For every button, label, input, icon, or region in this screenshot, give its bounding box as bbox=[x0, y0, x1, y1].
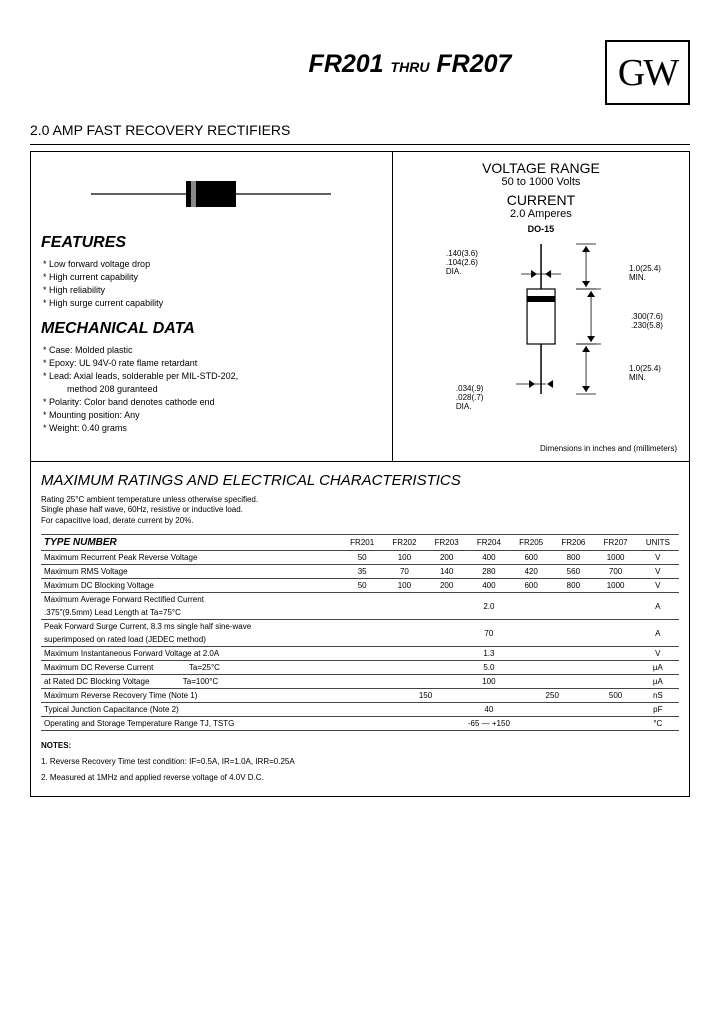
dimension-note: Dimensions in inches and (millimeters) bbox=[401, 444, 681, 453]
table-row: Maximum Average Forward Rectified Curren… bbox=[41, 593, 679, 607]
table-row: at Rated DC Blocking Voltage Ta=100°C 10… bbox=[41, 675, 679, 689]
table-row: Maximum Reverse Recovery Time (Note 1) 1… bbox=[41, 689, 679, 703]
table-row: Operating and Storage Temperature Range … bbox=[41, 717, 679, 731]
note-item: 1. Reverse Recovery Time test condition:… bbox=[41, 754, 679, 770]
ratings-section: MAXIMUM RATINGS AND ELECTRICAL CHARACTER… bbox=[30, 461, 690, 797]
table-row: Maximum RMS Voltage 3570140280420560700V bbox=[41, 565, 679, 579]
main-title: FR201 THRU FR207 bbox=[30, 20, 590, 87]
col-header: FR203 bbox=[426, 535, 468, 551]
dim-lead-dia: .140(3.6) .104(2.6) DIA. bbox=[446, 249, 478, 276]
mech-item: Case: Molded plastic bbox=[43, 344, 382, 357]
mech-item: Polarity: Color band denotes cathode end bbox=[43, 396, 382, 409]
feature-item: High current capability bbox=[43, 271, 382, 284]
feature-item: Low forward voltage drop bbox=[43, 258, 382, 271]
notes-heading: NOTES: bbox=[41, 741, 679, 750]
mechanical-heading: MECHANICAL DATA bbox=[41, 320, 382, 338]
divider bbox=[30, 144, 690, 145]
package-name: DO-15 bbox=[401, 224, 681, 234]
voltage-range-value: 50 to 1000 Volts bbox=[401, 176, 681, 188]
dim-wire-dia: .034(.9) .028(.7) DIA. bbox=[456, 384, 484, 411]
title-right: FR207 bbox=[436, 50, 511, 78]
title-block: FR201 THRU FR207 2.0 AMP FAST RECOVERY R… bbox=[30, 20, 590, 138]
mech-item: Lead: Axial leads, solderable per MIL-ST… bbox=[43, 370, 382, 383]
col-header: FR205 bbox=[510, 535, 552, 551]
dim-lead-len-top: 1.0(25.4) MIN. bbox=[629, 264, 661, 282]
table-row: Maximum Recurrent Peak Reverse Voltage 5… bbox=[41, 551, 679, 565]
dim-lead-len-bot: 1.0(25.4) MIN. bbox=[629, 364, 661, 382]
features-column: FEATURES Low forward voltage drop High c… bbox=[31, 152, 393, 461]
col-header: FR201 bbox=[341, 535, 383, 551]
feature-item: High reliability bbox=[43, 284, 382, 297]
mech-item: Weight: 0.40 grams bbox=[43, 422, 382, 435]
table-row: Maximum DC Blocking Voltage 501002004006… bbox=[41, 579, 679, 593]
col-header: UNITS bbox=[637, 535, 679, 551]
features-list: Low forward voltage drop High current ca… bbox=[41, 258, 382, 310]
mechanical-list: Case: Molded plastic Epoxy: UL 94V-0 rat… bbox=[41, 344, 382, 435]
diode-symbol-icon bbox=[41, 164, 382, 224]
current-value: 2.0 Amperes bbox=[401, 208, 681, 220]
current-heading: CURRENT bbox=[401, 192, 681, 208]
col-header: FR207 bbox=[594, 535, 636, 551]
logo-box: GW bbox=[605, 40, 690, 105]
ratings-heading: MAXIMUM RATINGS AND ELECTRICAL CHARACTER… bbox=[41, 472, 679, 489]
col-header: FR204 bbox=[468, 535, 510, 551]
col-header: FR202 bbox=[383, 535, 425, 551]
logo-text: GW bbox=[618, 51, 677, 95]
table-row: Maximum DC Reverse Current Ta=25°C 5.0 µ… bbox=[41, 661, 679, 675]
ratings-table: TYPE NUMBER FR201 FR202 FR203 FR204 FR20… bbox=[41, 534, 679, 731]
table-row: Peak Forward Surge Current, 8.3 ms singl… bbox=[41, 620, 679, 634]
datasheet-page: FR201 THRU FR207 2.0 AMP FAST RECOVERY R… bbox=[0, 0, 720, 827]
mech-item: Epoxy: UL 94V-0 rate flame retardant bbox=[43, 357, 382, 370]
mech-item: method 208 guranteed bbox=[43, 383, 382, 396]
notes-list: 1. Reverse Recovery Time test condition:… bbox=[41, 754, 679, 786]
col-header: FR206 bbox=[552, 535, 594, 551]
mech-item: Mounting position: Any bbox=[43, 409, 382, 422]
note-item: 2. Measured at 1MHz and applied reverse … bbox=[41, 770, 679, 786]
table-row: Maximum Instantaneous Forward Voltage at… bbox=[41, 647, 679, 661]
mid-row: FEATURES Low forward voltage drop High c… bbox=[30, 151, 690, 461]
feature-item: High surge current capability bbox=[43, 297, 382, 310]
dim-body: .300(7.6) .230(5.8) bbox=[631, 312, 663, 330]
table-header-row: TYPE NUMBER FR201 FR202 FR203 FR204 FR20… bbox=[41, 535, 679, 551]
title-left: FR201 bbox=[309, 50, 384, 78]
table-row: Typical Junction Capacitance (Note 2) 40… bbox=[41, 703, 679, 717]
voltage-range-heading: VOLTAGE RANGE bbox=[401, 160, 681, 176]
subtitle: 2.0 AMP FAST RECOVERY RECTIFIERS bbox=[30, 87, 590, 138]
title-thru: THRU bbox=[391, 59, 430, 75]
header-row: FR201 THRU FR207 2.0 AMP FAST RECOVERY R… bbox=[30, 20, 690, 138]
ratings-conditions: Rating 25°C ambient temperature unless o… bbox=[41, 495, 679, 526]
package-diagram: DO-15 bbox=[401, 224, 681, 444]
voltage-column: VOLTAGE RANGE 50 to 1000 Volts CURRENT 2… bbox=[393, 152, 689, 461]
features-heading: FEATURES bbox=[41, 234, 382, 252]
type-number-header: TYPE NUMBER bbox=[41, 535, 341, 551]
